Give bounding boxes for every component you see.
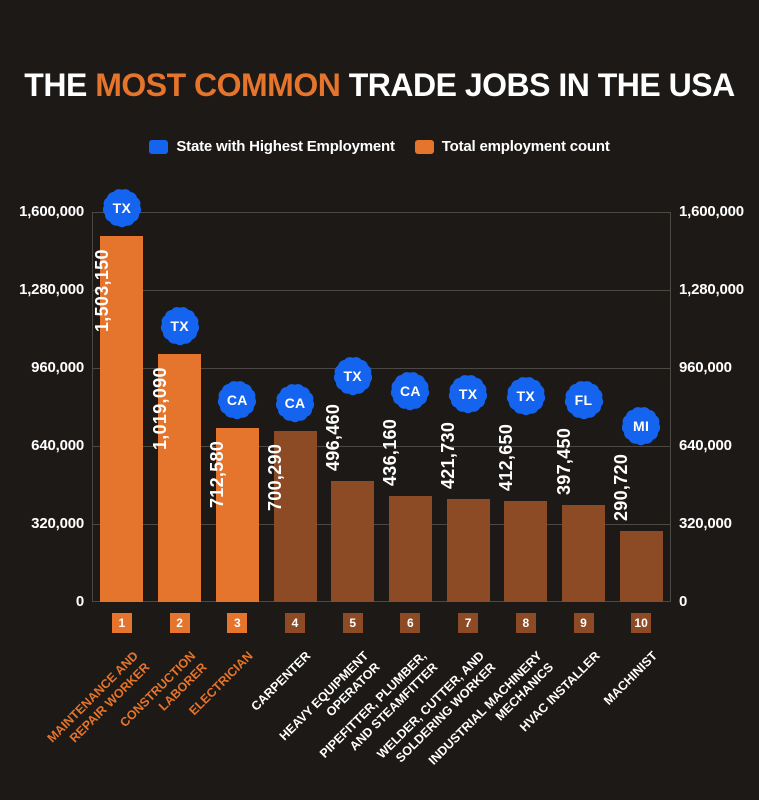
page-title: THE MOST COMMON TRADE JOBS IN THE USA [0, 67, 759, 104]
seal-badge-icon [391, 371, 430, 410]
bar [446, 499, 490, 602]
seal-badge-icon [160, 306, 199, 345]
y-axis-tick-label-right: 320,000 [679, 515, 732, 532]
rank-badge: 7 [458, 613, 479, 633]
state-badge-label: MI [633, 418, 650, 435]
state-badge: FL [564, 380, 604, 420]
category-label-line: MACHINIST [601, 648, 661, 708]
bar-value-label: 412,650 [495, 424, 516, 492]
rank-badge: 8 [515, 613, 536, 633]
bar [158, 353, 202, 602]
state-badge-label: TX [343, 368, 362, 384]
seal-badge-icon [506, 377, 545, 416]
gridline [93, 290, 670, 291]
rank-badge: 5 [342, 613, 363, 633]
bar [619, 531, 663, 602]
seal-badge-icon [564, 381, 603, 420]
bar-value-label: 421,730 [438, 422, 459, 490]
gridline [93, 212, 670, 213]
bar-value-label: 1,503,150 [91, 248, 112, 332]
state-badge: TX [102, 188, 142, 228]
bar [504, 501, 548, 602]
seal-badge-icon [102, 188, 142, 227]
bar-chart-plot-area: 0 0 320,000 320,000 640,000 640,000 960,000 960… [19, 188, 744, 768]
bar-value-label: 1,019,090 [149, 366, 170, 450]
seal-badge-icon [621, 407, 661, 446]
bar [388, 495, 432, 602]
rank-badge: 10 [631, 613, 652, 633]
chart-legend: State with Highest Employment Total empl… [0, 138, 759, 155]
state-badge-label: CA [284, 395, 306, 412]
state-badge: TX [448, 374, 488, 414]
rank-badge: 2 [169, 613, 190, 633]
state-badge: TX [506, 376, 546, 416]
bar-value-label: 700,290 [265, 444, 285, 512]
state-badge: CA [217, 380, 257, 420]
state-badge: MI [621, 406, 661, 446]
y-axis-tick-label-left: 1,600,000 [19, 203, 84, 220]
state-badge-label: FL [574, 392, 593, 409]
bar-value-label: 436,160 [380, 418, 401, 486]
state-badge-label: CA [399, 382, 421, 399]
y-axis-tick-label-left: 640,000 [31, 437, 84, 454]
gridline [93, 524, 670, 525]
y-axis-tick-label-right: 640,000 [679, 437, 732, 454]
y-axis-tick-label-left: 960,000 [31, 359, 84, 376]
seal-badge-icon [333, 357, 372, 396]
state-badge-label: TX [112, 199, 132, 216]
legend-item-count: Total employment count [414, 138, 610, 155]
state-badge: TX [333, 356, 373, 396]
rank-badge: 9 [573, 613, 594, 633]
state-badge-label: TX [170, 317, 189, 334]
state-badge: CA [390, 371, 430, 411]
rank-badge: 1 [111, 613, 132, 633]
y-axis-tick-label-right: 0 [679, 593, 688, 610]
seal-badge-icon [275, 384, 315, 423]
gridline [93, 601, 670, 602]
seal-badge-icon [218, 381, 257, 420]
legend-label-count: Total employment count [441, 138, 610, 155]
bar [100, 235, 144, 602]
bar-value-label: 290,720 [611, 453, 632, 522]
gridline [93, 368, 670, 369]
state-badge-label: TX [458, 386, 478, 403]
rank-badge: 6 [400, 613, 421, 633]
y-axis-tick-label-left: 320,000 [31, 515, 84, 532]
seal-badge-icon [448, 375, 488, 414]
y-axis-tick-label-left: 0 [75, 593, 84, 610]
state-badge: TX [160, 306, 200, 346]
title-part2: TRADE JOBS IN THE USA [340, 67, 735, 104]
bar [273, 431, 317, 602]
legend-swatch-orange [414, 139, 434, 154]
state-badge-label: CA [226, 392, 248, 409]
category-label-line: MAINTENANCE AND [44, 648, 141, 746]
state-badge: CA [275, 383, 315, 423]
legend-label-state: State with Highest Employment [176, 138, 395, 155]
y-axis-tick-label-right: 1,280,000 [679, 281, 744, 298]
category-label: MACHINIST [600, 648, 660, 708]
y-axis-tick-label-right: 960,000 [679, 359, 732, 376]
state-badge-label: TX [516, 388, 536, 405]
legend-item-state: State with Highest Employment [149, 138, 395, 155]
bar [215, 428, 259, 602]
bar [331, 481, 375, 602]
bar-value-label: 496,460 [322, 403, 343, 471]
y-axis-tick-label-left: 1,280,000 [19, 281, 84, 298]
gridline [93, 446, 670, 447]
y-axis-tick-label-right: 1,600,000 [679, 203, 744, 220]
legend-swatch-blue [149, 139, 169, 154]
rank-badge: 3 [227, 613, 248, 633]
bar-value-label: 712,580 [207, 441, 228, 509]
rank-badge: 4 [285, 613, 305, 633]
bar-value-label: 397,450 [553, 427, 574, 496]
title-part1: THE [24, 67, 96, 104]
bar [562, 505, 605, 602]
title-highlight: MOST COMMON [95, 67, 341, 104]
